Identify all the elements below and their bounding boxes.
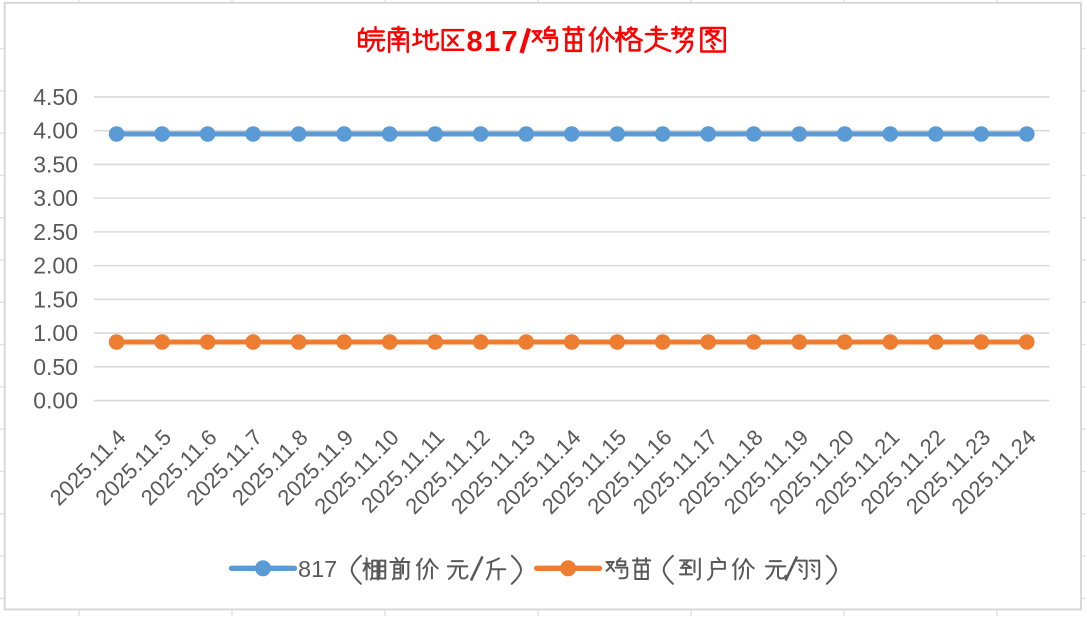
svg-text:817: 817 [298, 556, 337, 582]
svg-text:1.00: 1.00 [33, 320, 78, 346]
svg-text:2.00: 2.00 [33, 253, 78, 279]
svg-text:4.00: 4.00 [33, 118, 78, 144]
svg-text:1.50: 1.50 [33, 286, 78, 312]
svg-text:4.50: 4.50 [33, 84, 78, 110]
svg-text:0.00: 0.00 [33, 388, 78, 414]
svg-text:817: 817 [467, 26, 519, 58]
svg-text:2.50: 2.50 [33, 219, 78, 245]
svg-text:3.00: 3.00 [33, 185, 78, 211]
svg-text:3.50: 3.50 [33, 151, 78, 177]
svg-text:0.50: 0.50 [33, 354, 78, 380]
